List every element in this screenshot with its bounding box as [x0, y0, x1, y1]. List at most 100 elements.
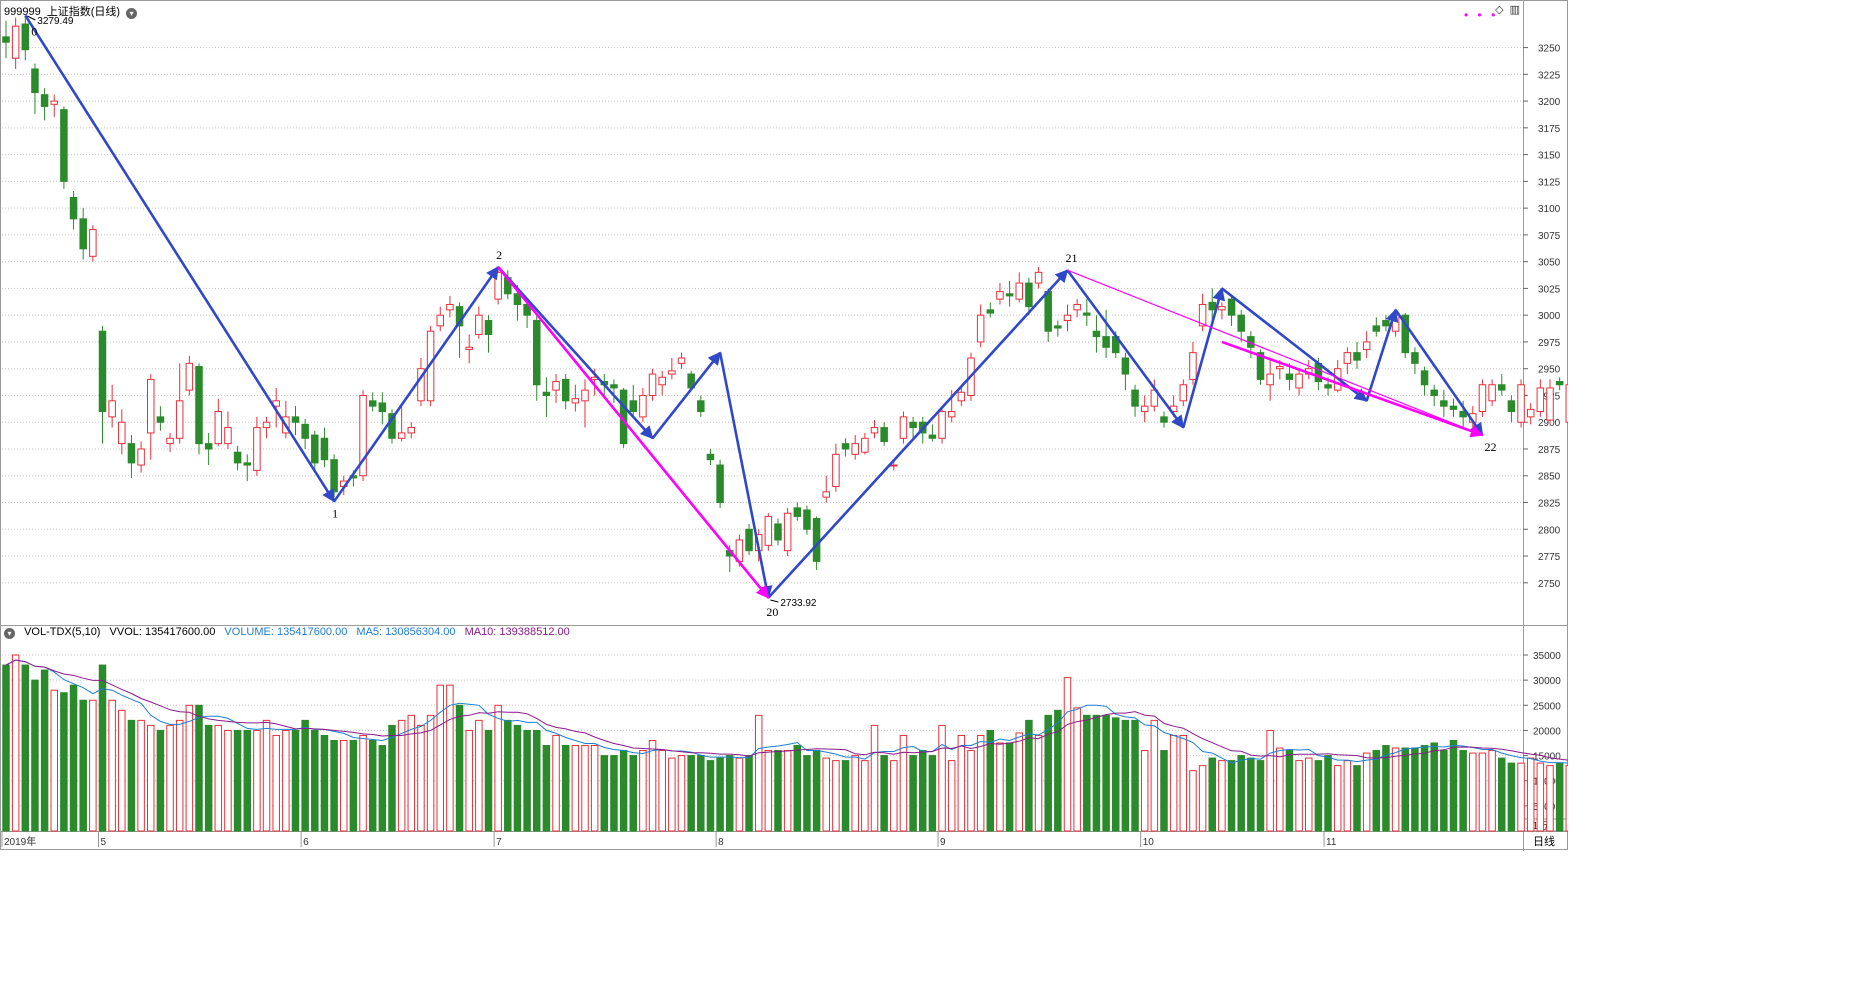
- wave-line: [718, 352, 773, 600]
- candle-up: [552, 381, 560, 391]
- volume-bar: [340, 739, 348, 832]
- price-tick-label: 2975: [1538, 338, 1561, 349]
- candle-up: [1198, 303, 1207, 327]
- volume-bar: [368, 739, 377, 832]
- candle-up: [764, 515, 773, 546]
- volume-bar: [320, 734, 329, 832]
- volume-bar: [1440, 750, 1448, 832]
- candle-up: [465, 346, 473, 350]
- volume-bar: [1266, 729, 1274, 832]
- candle-down: [774, 523, 782, 541]
- wave-point-label: 21: [1066, 251, 1078, 265]
- wave-line: [1182, 287, 1226, 428]
- volume-bar: [108, 699, 116, 832]
- wave-point-label: 22: [1484, 440, 1496, 454]
- vvol-value: VVOL: 135417600.00: [109, 626, 216, 638]
- candle-down: [1044, 291, 1052, 332]
- volume-bar: [1555, 762, 1564, 832]
- candle-down: [745, 528, 753, 552]
- candle-down: [40, 94, 49, 107]
- candle-down: [706, 453, 715, 461]
- volume-bar: [735, 757, 744, 832]
- candle-up: [1488, 384, 1496, 402]
- wave-line: [1365, 308, 1399, 402]
- candle-up: [581, 389, 589, 402]
- candle-up: [1343, 352, 1352, 364]
- price-tick-label: 3100: [1538, 204, 1561, 215]
- volume-bar: [1169, 734, 1178, 832]
- ma5-value: MA5: 130856304.00: [356, 626, 456, 638]
- outer-frame: [0, 0, 1568, 850]
- volume-bar: [774, 750, 782, 832]
- candle-up: [899, 416, 908, 439]
- volume-bar: [214, 724, 223, 832]
- price-tick-label: 3200: [1538, 97, 1561, 108]
- candle-down: [909, 421, 917, 429]
- volume-bar: [1140, 750, 1149, 832]
- candle-up: [1063, 314, 1072, 322]
- candle-up: [1218, 306, 1226, 311]
- candlestick-chart[interactable]: 3250 3225 3200 3175 3150 3125 3100 3075 3050 3025…: [0, 0, 1568, 851]
- dropdown-circle-icon[interactable]: ▾: [126, 8, 138, 19]
- volume-bar: [1198, 765, 1207, 832]
- wave-point-label: 1: [332, 506, 338, 520]
- candle-down: [156, 416, 165, 423]
- volume-bar: [909, 755, 917, 832]
- volume-bar: [1121, 719, 1130, 832]
- volume-bar: [407, 714, 416, 832]
- volume-bar: [253, 729, 261, 832]
- volume-bar: [1112, 717, 1120, 832]
- candle-down: [69, 196, 78, 220]
- price-tick-label: 3075: [1538, 231, 1561, 242]
- volume-bar: [552, 734, 560, 832]
- candle-up: [571, 398, 580, 404]
- x-tick-label: 8: [718, 837, 724, 848]
- candle-down: [1372, 325, 1381, 332]
- wave-line: [1067, 269, 1484, 436]
- candle-down: [243, 462, 251, 466]
- diamond-icon[interactable]: ◇: [1495, 4, 1504, 16]
- candle-down: [1498, 384, 1506, 391]
- wave-line: [1221, 340, 1484, 438]
- candle-down: [98, 330, 107, 413]
- price-tick-label: 3050: [1538, 258, 1561, 269]
- candle-down: [513, 293, 522, 305]
- wave-point-label: 0: [31, 24, 37, 38]
- indicator-circle-icon[interactable]: ▾: [4, 628, 15, 639]
- wave-line: [651, 351, 722, 440]
- volume-bar: [1343, 760, 1352, 832]
- wave-line: [1221, 287, 1368, 402]
- volume-bar: [919, 750, 927, 832]
- volume-bar: [1054, 709, 1062, 832]
- candle-down: [533, 320, 541, 386]
- volume-bar: [590, 745, 599, 832]
- volume-bar: [301, 719, 309, 832]
- volume-bar: [754, 714, 763, 832]
- volume-bar: [668, 757, 676, 832]
- volume-bar: [976, 734, 985, 832]
- volume-bar: [1478, 752, 1487, 832]
- volume-tick-label: 20000: [1533, 726, 1561, 737]
- candle-down: [1401, 314, 1409, 354]
- candle-up: [185, 362, 194, 391]
- volume-tick-label: 35000: [1533, 651, 1561, 662]
- candle-down: [1353, 352, 1361, 361]
- candle-up: [1362, 341, 1371, 350]
- candle-up: [861, 437, 869, 453]
- candle-down: [1555, 381, 1564, 386]
- volume-bar: [1391, 747, 1400, 832]
- price-pointer: [27, 15, 36, 21]
- candle-down: [233, 451, 242, 464]
- volume-bar: [1420, 745, 1429, 832]
- volume-bar: [1218, 760, 1226, 832]
- panel-toggle-icon[interactable]: ▥: [1509, 4, 1520, 16]
- candle-down: [880, 427, 888, 442]
- wave-line: [1394, 309, 1484, 437]
- candle-up: [938, 411, 946, 439]
- price-extreme-label: 3279.49: [37, 16, 74, 27]
- wave-line: [497, 266, 654, 440]
- candle-down: [1507, 400, 1516, 413]
- window-controls: ◇ ▥: [1489, 3, 1520, 16]
- price-tick-label: 3025: [1538, 284, 1561, 295]
- candle-up: [957, 391, 966, 402]
